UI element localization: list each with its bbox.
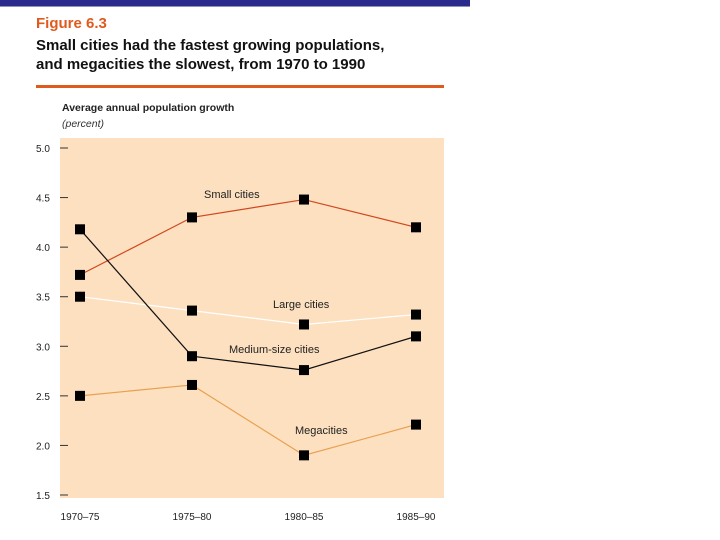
data-point-mega bbox=[411, 419, 421, 430]
data-point-large bbox=[187, 305, 197, 316]
x-tick-label: 1985–90 bbox=[397, 512, 436, 523]
series-label-small: Small cities bbox=[204, 189, 260, 201]
figure-label: Figure 6.3 bbox=[36, 15, 107, 32]
y-tick-label: 3.5 bbox=[36, 293, 50, 304]
y-tick-label: 4.0 bbox=[36, 243, 50, 254]
y-tick-label: 3.0 bbox=[36, 342, 50, 353]
figure-title-line-1: Small cities had the fastest growing pop… bbox=[36, 37, 385, 54]
y-tick-label: 2.0 bbox=[36, 441, 50, 452]
x-tick-label: 1980–85 bbox=[285, 512, 324, 523]
data-point-medium bbox=[299, 365, 309, 376]
y-tick-label: 5.0 bbox=[36, 144, 50, 155]
top-window-bar bbox=[0, 0, 470, 6]
data-point-small bbox=[75, 269, 85, 280]
series-label-mega: Megacities bbox=[295, 425, 348, 437]
series-line-mega bbox=[79, 384, 417, 456]
series-line-large bbox=[79, 296, 417, 326]
x-axis: 1970–75 1975–80 1980–85 1985–90 bbox=[61, 512, 436, 523]
series-label-medium: Medium-size cities bbox=[229, 344, 320, 356]
data-point-large bbox=[75, 291, 85, 302]
data-point-large bbox=[411, 309, 421, 320]
series-labels: Small cities Large cities Medium-size citi… bbox=[204, 189, 348, 437]
y-tick-label: 2.5 bbox=[36, 392, 50, 403]
series-line-medium bbox=[79, 228, 417, 371]
y-axis-label: Average annual population growth bbox=[62, 102, 235, 114]
data-point-small bbox=[299, 194, 309, 205]
y-tick-label: 4.5 bbox=[36, 194, 50, 205]
data-point-medium bbox=[75, 224, 85, 235]
data-point-small bbox=[411, 222, 421, 233]
data-point-medium bbox=[187, 351, 197, 362]
x-tick-label: 1975–80 bbox=[173, 512, 212, 523]
series-line-small bbox=[79, 198, 417, 276]
y-axis-unit: (percent) bbox=[62, 118, 105, 130]
data-point-small bbox=[187, 212, 197, 223]
series-label-large: Large cities bbox=[273, 299, 330, 311]
data-point-medium bbox=[411, 331, 421, 342]
series-lines bbox=[79, 198, 417, 456]
data-point-mega bbox=[75, 390, 85, 401]
data-point-large bbox=[299, 319, 309, 330]
y-axis: 1.5 2.0 2.5 3.0 3.5 4.0 4.5 5.0 bbox=[36, 144, 68, 502]
top-window-line bbox=[0, 6, 470, 7]
y-tick-label: 1.5 bbox=[36, 491, 50, 502]
title-rule bbox=[36, 85, 444, 88]
data-point-mega bbox=[187, 379, 197, 390]
x-tick-label: 1970–75 bbox=[61, 512, 100, 523]
figure-title-line-2: and megacities the slowest, from 1970 to… bbox=[36, 56, 366, 73]
data-point-mega bbox=[299, 450, 309, 461]
series-markers bbox=[75, 194, 421, 461]
